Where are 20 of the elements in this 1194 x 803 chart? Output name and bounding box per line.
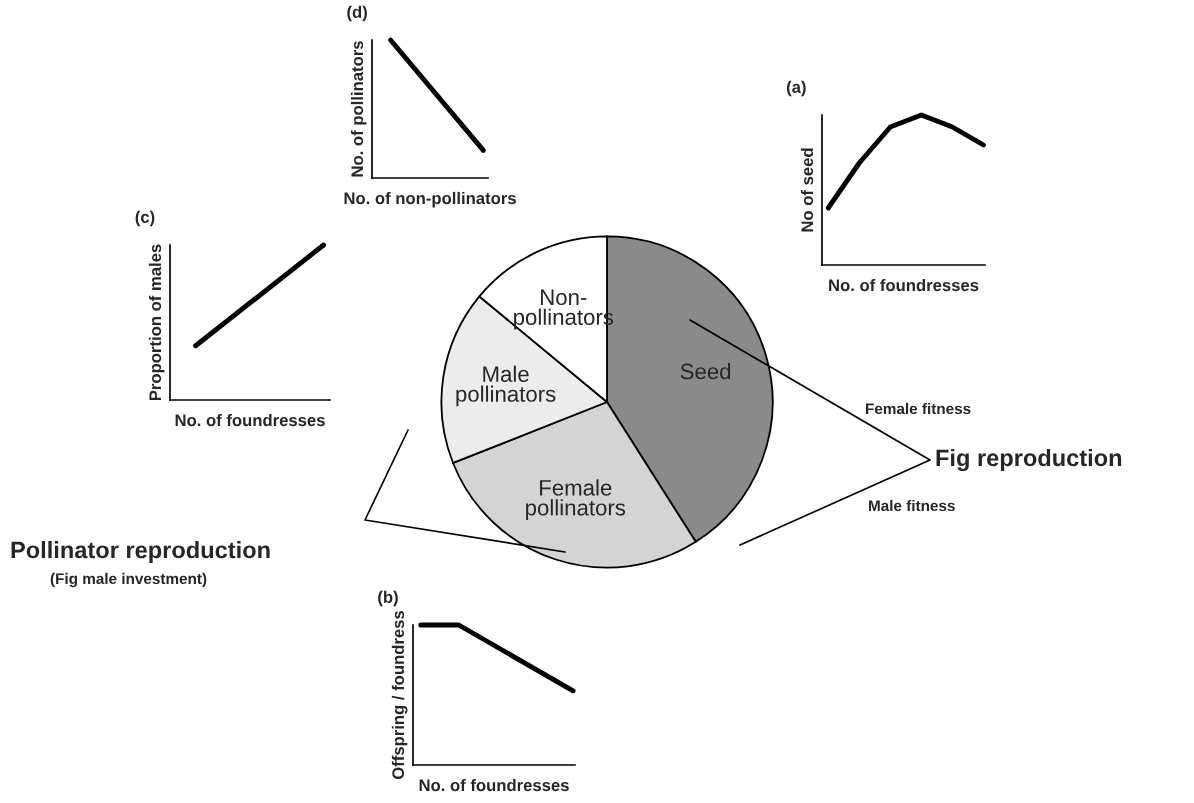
chart-title: (b): [378, 590, 398, 607]
text: Pollinator reproduction: [11, 540, 270, 564]
x-axis-title: No. of non-pollinators: [344, 191, 516, 208]
x-axis-title: No. of foundresses: [829, 278, 979, 292]
chart-title: (d): [347, 5, 367, 22]
chart-title: (c): [135, 210, 155, 227]
x-axis-title: No. of foundresses: [175, 413, 325, 427]
y-axis-title: Offspring / foundress: [391, 610, 408, 780]
x-axis-title: No. of foundresses: [419, 778, 569, 792]
chart-title: (a): [786, 80, 806, 97]
slice-label: Female pollinators: [526, 479, 626, 520]
y-axis-title: No of seed: [800, 148, 814, 232]
text: (Fig male investment): [50, 572, 207, 588]
text: Male fitness: [869, 499, 955, 512]
y-axis-title: Proportion of males: [148, 244, 165, 401]
text: Female fitness: [866, 402, 971, 415]
slice-label: Male pollinators: [456, 365, 556, 407]
y-axis-title: No. of pollinators: [350, 41, 367, 177]
text: Fig reproduction: [936, 448, 1122, 472]
slice-label: Seed: [680, 363, 731, 380]
